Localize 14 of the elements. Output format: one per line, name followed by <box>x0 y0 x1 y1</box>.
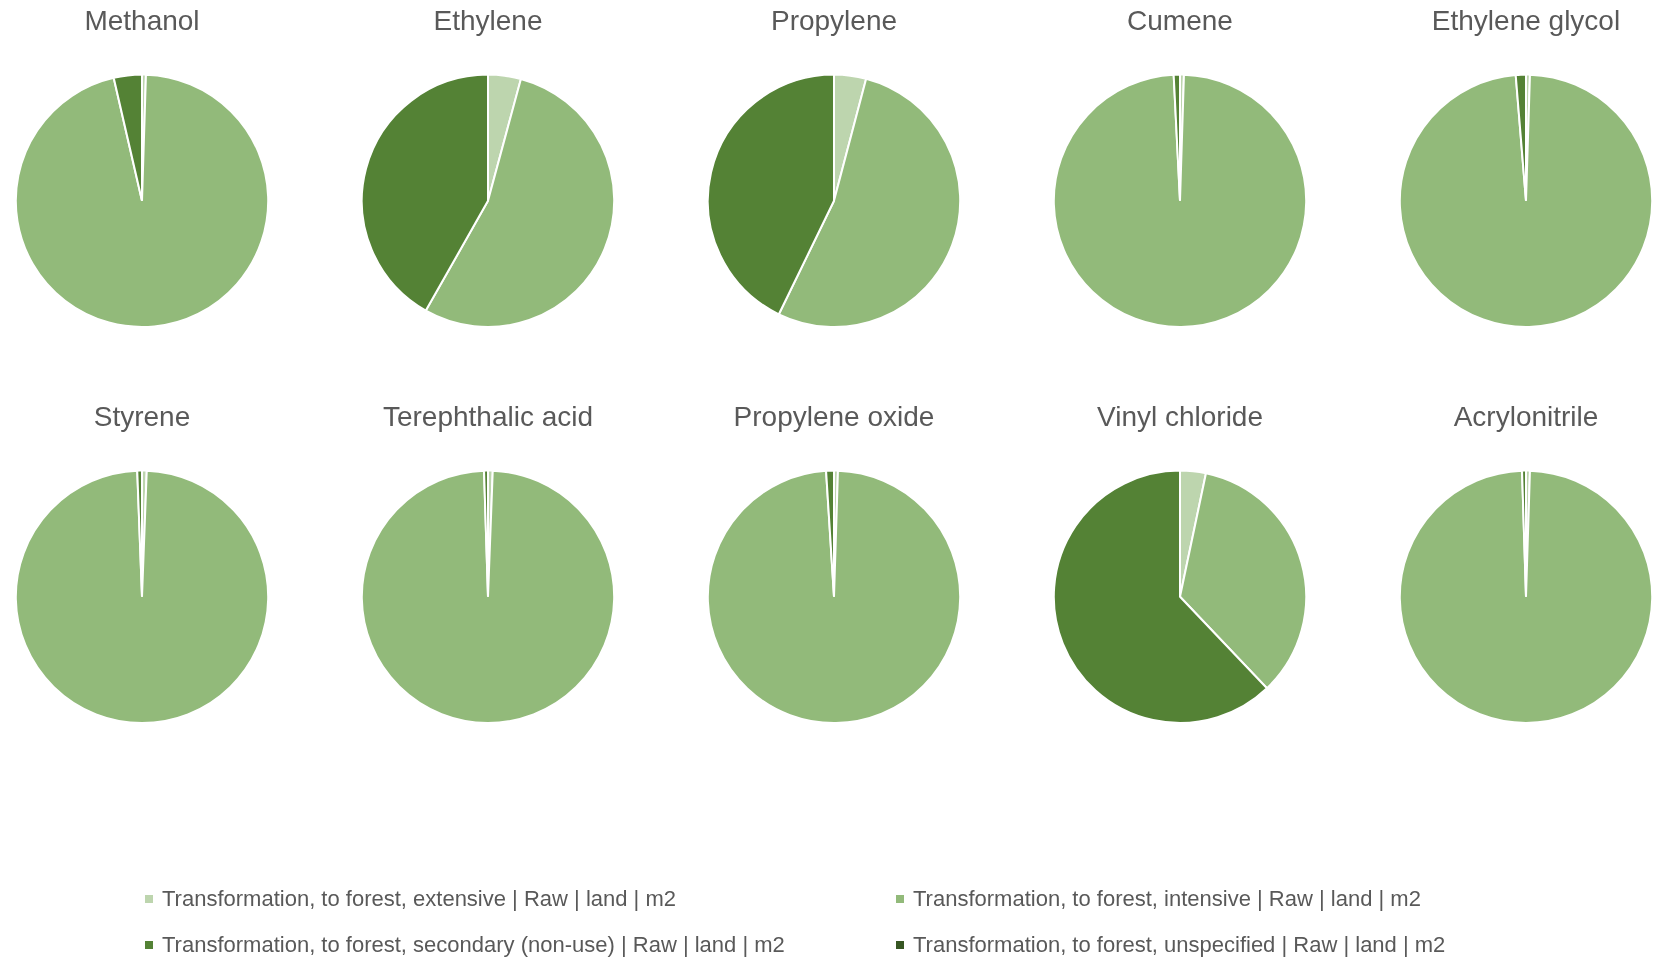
chart-title: Terephthalic acid <box>382 400 594 432</box>
legend-label: Transformation, to forest, unspecified | Raw | land | m2 <box>913 932 1446 958</box>
legend-label: Transformation, to forest, secondary (non-use) | Raw | land | m2 <box>162 932 785 958</box>
chart-title: Propylene <box>770 4 898 36</box>
legend-label: Transformation, to forest, intensive | Raw | land | m2 <box>913 886 1421 912</box>
chart-title: Ethylene <box>433 4 543 36</box>
legend-label: Transformation, to forest, extensive | Raw | land | m2 <box>162 886 676 912</box>
chart-title: Ethylene glycol <box>1431 4 1621 36</box>
chart-title: Acrylonitrile <box>1453 400 1599 432</box>
chart-title: Styrene <box>93 400 191 432</box>
chart-title: Methanol <box>84 4 200 36</box>
chart-title: Vinyl chloride <box>1096 400 1264 432</box>
chart-title: Propylene oxide <box>733 400 935 432</box>
chart-title: Cumene <box>1127 4 1233 36</box>
